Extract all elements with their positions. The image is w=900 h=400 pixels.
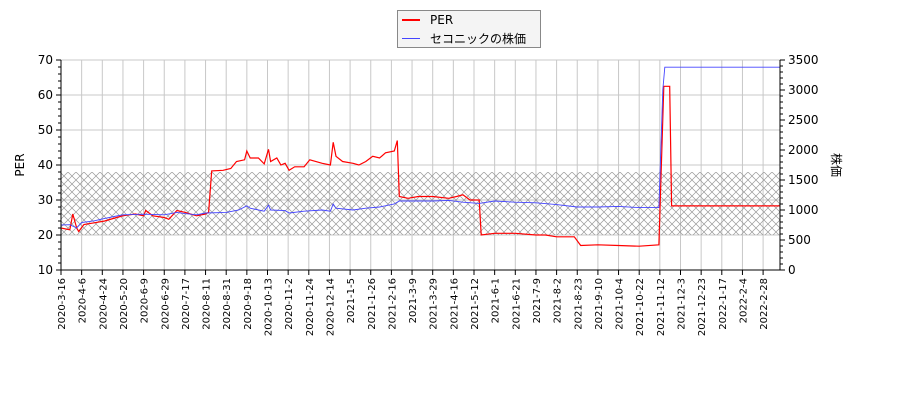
x-tick-label: 2021-9-10	[594, 278, 605, 330]
x-tick-label: 2020-6-29	[160, 278, 171, 330]
legend-label-per: PER	[430, 13, 454, 27]
y2-axis-label: 株価	[829, 153, 844, 177]
legend-item-per: PER	[402, 12, 453, 28]
y2-tick-label: 1500	[788, 173, 819, 187]
grid	[60, 59, 780, 271]
x-tick-label: 2021-10-4	[615, 278, 626, 330]
x-tick-label: 2021-2-16	[387, 278, 398, 330]
x-tick-label: 2022-2-28	[759, 278, 770, 330]
y2-tick-label: 2500	[788, 113, 819, 127]
x-tick-label: 2021-3-29	[429, 278, 440, 330]
x-tick-label: 2021-8-2	[553, 278, 564, 323]
y-tick-label: 20	[38, 228, 53, 242]
x-tick-label: 2021-11-12	[656, 278, 667, 336]
x-tick-label: 2020-12-14	[325, 278, 336, 336]
y-axis-label: PER	[13, 153, 27, 176]
x-tick-label: 2020-11-24	[305, 278, 316, 336]
x-tick-label: 2021-1-5	[346, 278, 357, 323]
y2-tick-label: 1000	[788, 203, 819, 217]
x-tick-label: 2021-12-23	[697, 278, 708, 336]
x-tick-label: 2021-7-9	[532, 278, 543, 323]
x-tick-label: 2020-4-6	[78, 278, 89, 323]
legend-item-price: セコニックの株価	[402, 30, 526, 46]
x-tick-label: 2020-4-24	[98, 278, 109, 330]
legend-label-price: セコニックの株価	[430, 31, 527, 46]
x-tick-label: 2021-1-26	[367, 278, 378, 330]
x-tick-label: 2021-4-16	[449, 278, 460, 330]
y-tick-label: 70	[38, 53, 53, 67]
x-tick-label: 2020-8-11	[202, 278, 213, 330]
y-tick-label: 40	[38, 158, 53, 172]
x-tick-label: 2021-12-3	[677, 278, 688, 330]
y2-tick-label: 2000	[788, 143, 819, 157]
x-tick-label: 2020-9-18	[243, 278, 254, 330]
y-tick-label: 60	[38, 88, 53, 102]
x-tick-label: 2020-8-31	[222, 278, 233, 330]
x-tick-label: 2022-2-4	[738, 278, 749, 323]
x-tick-label: 2021-6-1	[491, 278, 502, 323]
x-tick-label: 2020-11-2	[284, 278, 295, 330]
x-tick-label: 2020-5-20	[119, 278, 130, 330]
x-tick-label: 2021-10-22	[635, 278, 646, 336]
stock-price-line	[60, 66, 780, 229]
x-tick-label: 2021-6-21	[511, 278, 522, 330]
legend: PER セコニックの株価	[397, 10, 541, 48]
x-tick-label: 2020-3-16	[57, 278, 68, 330]
x-tick-label: 2020-7-17	[181, 278, 192, 330]
x-tick-label: 2021-5-12	[470, 278, 481, 330]
x-tick-label: 2021-8-23	[573, 278, 584, 330]
y-tick-label: 50	[38, 123, 53, 137]
legend-swatch-price	[402, 37, 420, 39]
legend-swatch-per	[402, 19, 420, 21]
y2-tick-label: 3000	[788, 83, 819, 97]
y2-tick-label: 500	[788, 233, 811, 247]
x-tick-label: 2020-6-9	[140, 278, 151, 323]
x-tick-label: 2022-1-17	[718, 278, 729, 330]
y2-tick-label: 3500	[788, 53, 819, 67]
y-tick-label: 10	[38, 263, 53, 277]
y-tick-label: 30	[38, 193, 53, 207]
y2-tick-label: 0	[788, 263, 796, 277]
x-tick-label: 2020-10-13	[264, 278, 275, 336]
x-tick-label: 2021-3-9	[408, 278, 419, 323]
